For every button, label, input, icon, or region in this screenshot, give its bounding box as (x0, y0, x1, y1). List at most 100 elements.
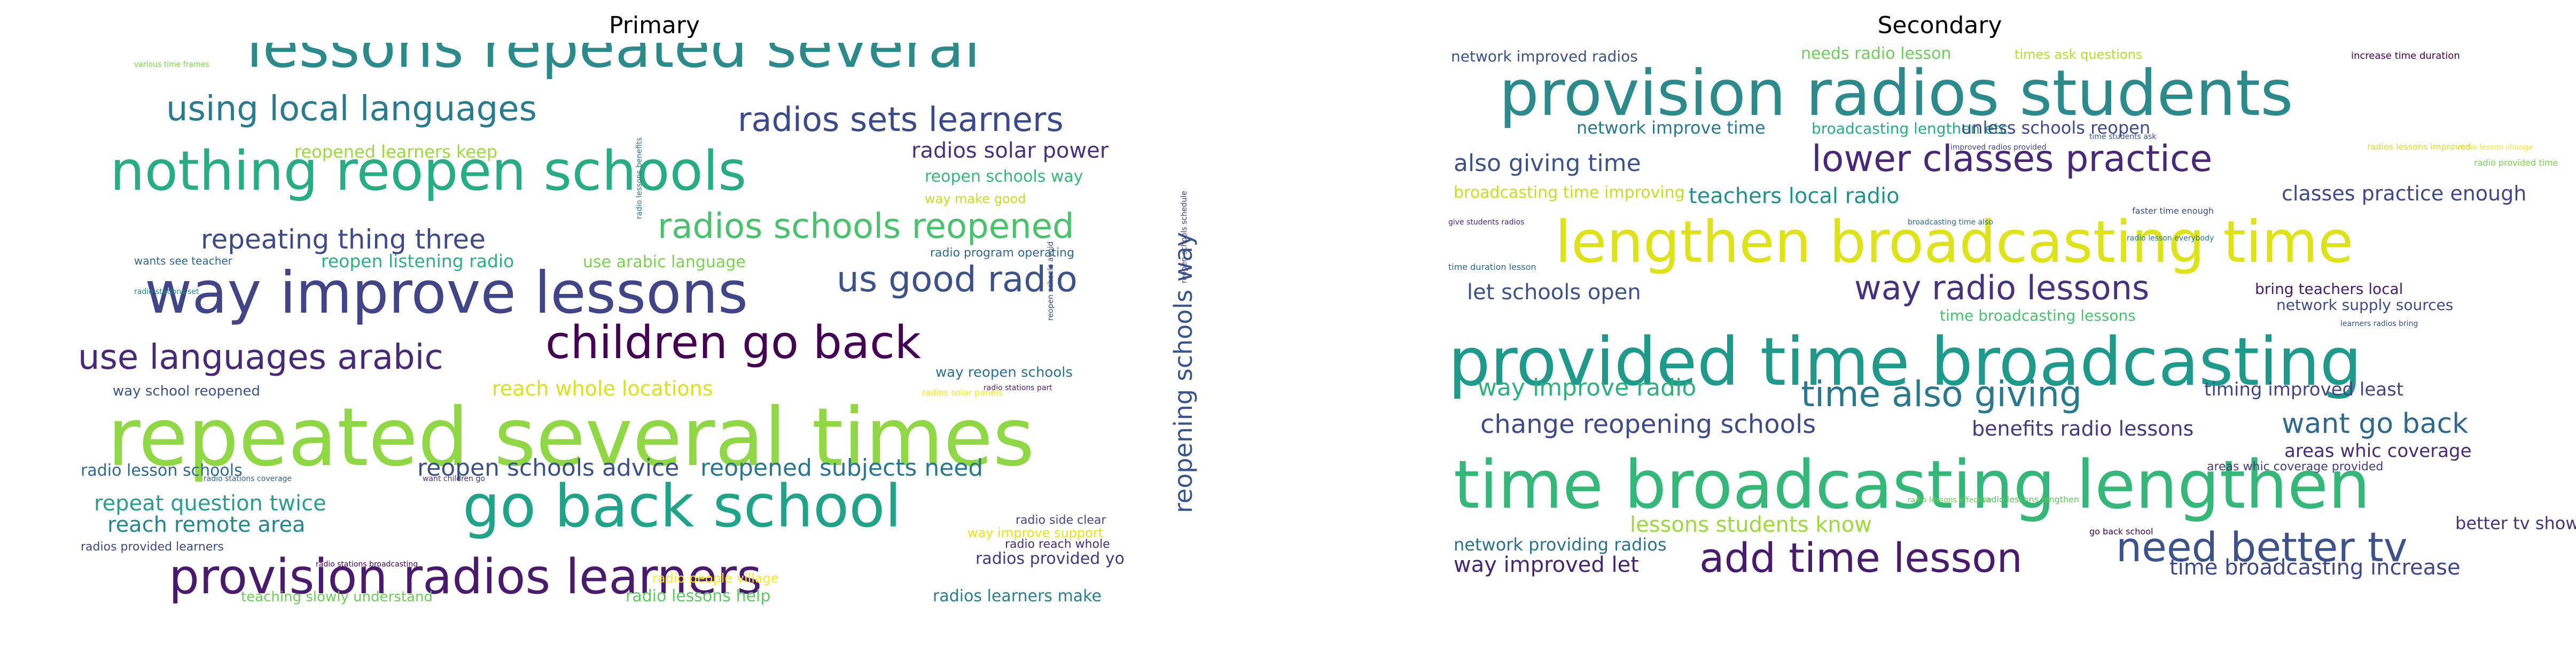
cloud-word: reopen schools avoid (1047, 242, 1055, 321)
primary-word-cloud: lessons repeated several using local lang… (78, 43, 1198, 606)
cloud-word: broadcasting time also (1908, 218, 1993, 227)
cloud-word: broadcasting lengthen etc (1812, 120, 2008, 137)
cloud-word: way reopen schools (935, 364, 1073, 381)
cloud-word: broadcasting time improving (1454, 183, 1685, 202)
cloud-word: benefits radio lessons (1972, 417, 2193, 440)
cloud-word: radio lessons effective (1908, 496, 1992, 505)
cloud-word: radio side clear (1016, 514, 1106, 527)
cloud-word: increase time duration (2351, 50, 2460, 61)
cloud-word: time broadcasting increase (2169, 555, 2461, 580)
cloud-word: bring teachers local (2255, 280, 2403, 298)
cloud-word: use languages arabic (78, 338, 443, 377)
cloud-word: go back school (2089, 526, 2153, 537)
cloud-word: way radio lessons (1854, 268, 2149, 307)
cloud-word: radio lessons help (626, 587, 770, 606)
cloud-word: time broadcasting lengthen (1454, 447, 2370, 524)
cloud-word: network providing radios (1454, 534, 1666, 555)
cloud-word: various time frames (134, 60, 209, 69)
cloud-word: wants see teacher (134, 254, 233, 267)
cloud-word: radio lesson schools (81, 461, 243, 480)
cloud-word: reopen schools way (925, 167, 1083, 186)
cloud-word: nothing reopen schools (110, 139, 746, 203)
cloud-word: areas whic coverage provided (2207, 460, 2383, 474)
cloud-word: way school reopened (113, 383, 260, 399)
cloud-word: radio stations set (134, 288, 199, 296)
cloud-word: classes practice enough (2282, 182, 2526, 205)
cloud-word: way improve support (967, 525, 1103, 540)
cloud-word: timing improved least (2204, 379, 2403, 400)
cloud-word: reopen schools advice (417, 454, 679, 482)
cloud-word: network supply sources (2276, 296, 2453, 314)
cloud-word: radio stations broadcasting (316, 560, 418, 569)
cloud-word: want go back (2282, 408, 2468, 440)
cloud-word: needs radio lesson (1801, 44, 1951, 63)
cloud-word: network improve time (1576, 118, 1766, 138)
cloud-word: reopen schools schedule (1180, 191, 1189, 283)
cloud-word: need better tv (2116, 523, 2408, 571)
cloud-word: let schools open (1467, 280, 1641, 305)
cloud-word: lessons students know (1630, 513, 1872, 537)
cloud-word: repeat question twice (94, 491, 326, 516)
cloud-word: reopen listening radio (321, 251, 514, 272)
cloud-word: use arabic language (583, 253, 746, 272)
cloud-word: change reopening schools (1480, 409, 1816, 439)
cloud-word: radios learners make (933, 587, 1102, 606)
secondary-panel: Secondary provision radios students netwo… (1288, 0, 2576, 667)
cloud-word: learners radios bring (2340, 320, 2418, 328)
cloud-word: radio stations part (983, 384, 1052, 392)
cloud-word: lengthen broadcasting time (1555, 209, 2353, 276)
cloud-word: way make good (925, 191, 1026, 206)
cloud-word: radio program operating (930, 246, 1074, 260)
cloud-word: way improved let (1454, 553, 1639, 577)
cloud-word: children go back (545, 316, 921, 369)
cloud-word: radio people village (652, 571, 779, 586)
cloud-word: improved radios provided (1950, 143, 2047, 152)
cloud-word: network improved radios (1451, 48, 1638, 65)
cloud-word: radio lesson everybody (2127, 234, 2214, 243)
cloud-word: time duration lesson (1448, 262, 1536, 272)
cloud-word: radio stations coverage (204, 475, 292, 483)
cloud-word: reach remote area (107, 513, 306, 537)
cloud-word: repeating thing three (201, 224, 486, 255)
cloud-word: radios solar panels (922, 387, 1003, 398)
secondary-title: Secondary (1877, 12, 2002, 39)
cloud-word: go back school (463, 472, 901, 540)
cloud-word: reopened learners keep (294, 142, 497, 162)
cloud-word: reopening schools way (1169, 232, 1198, 513)
cloud-word: give students radios (1448, 218, 1524, 227)
cloud-word: way improve radio (1478, 374, 1696, 401)
cloud-word: radio reach whole (1005, 538, 1110, 551)
cloud-word: radios schools reopened (658, 207, 1074, 246)
cloud-word: provision radios students (1499, 56, 2293, 130)
cloud-word: us good radio (837, 259, 1078, 300)
cloud-word: radios solar power (911, 138, 1109, 163)
cloud-word: reopened subjects need (700, 454, 983, 482)
cloud-word: lower classes practice (1812, 138, 2212, 180)
cloud-word: way improve lessons (145, 260, 748, 327)
cloud-word: time students ask (2089, 133, 2157, 141)
cloud-word: provided time broadcasting (1448, 324, 2362, 401)
primary-panel: Primary lessons repeated several using lo… (78, 12, 1198, 606)
cloud-word: areas whic coverage (2284, 440, 2472, 462)
cloud-word: faster time enough (2132, 206, 2214, 216)
cloud-word: want children go (423, 475, 485, 483)
cloud-word: teaching slowly understand (241, 589, 433, 605)
cloud-word: using local languages (166, 89, 537, 129)
cloud-word: time also giving (1801, 374, 2082, 415)
cloud-word: radios sets learners (738, 100, 1064, 139)
cloud-word: radio provided time (2474, 158, 2558, 168)
cloud-word: times ask questions (2015, 47, 2142, 62)
cloud-word: radio lessons benefits (635, 137, 644, 219)
cloud-word: radios lessons improved (2367, 142, 2471, 152)
cloud-word: repeated several times (107, 391, 1035, 484)
cloud-word: radio lesson change (2458, 143, 2533, 152)
cloud-word: also giving time (1454, 150, 1641, 177)
cloud-word: time broadcasting lessons (1940, 307, 2136, 324)
cloud-word: reach whole locations (492, 377, 713, 400)
cloud-word: radios provided learners (81, 540, 224, 554)
cloud-word: unless schools reopen (1961, 118, 2150, 138)
cloud-word: teachers local radio (1689, 184, 1900, 208)
primary-title: Primary (609, 12, 700, 39)
cloud-word: provision radios learners (169, 549, 762, 605)
